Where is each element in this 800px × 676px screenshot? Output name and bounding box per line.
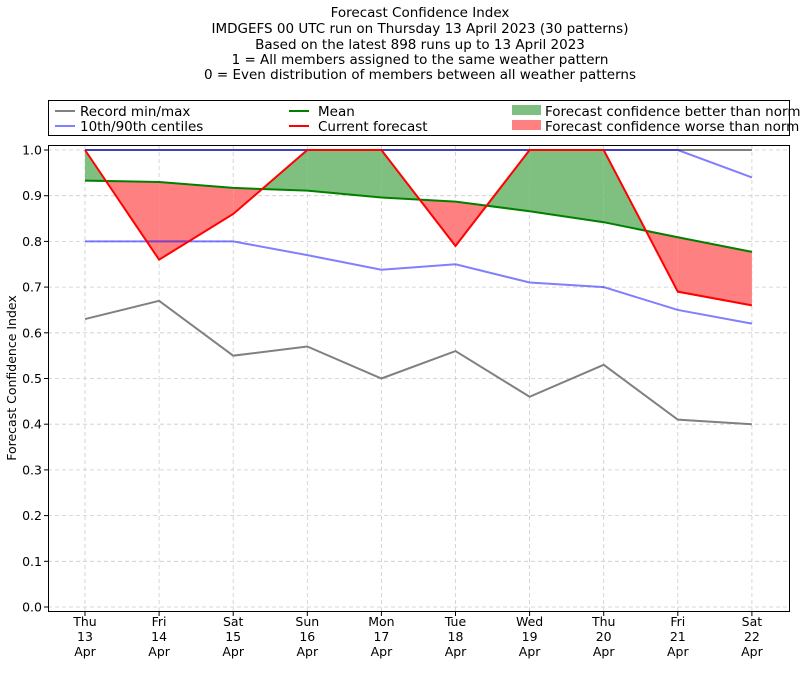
x-tick-label: 15 [225, 629, 241, 644]
y-tick-label: 1.0 [22, 143, 42, 158]
x-tick-label: 18 [448, 629, 464, 644]
record-min-line [84, 299, 752, 426]
chart-subtitle-runs: Based on the latest 898 runs up to 13 Ap… [255, 37, 585, 53]
x-tick-label: Mon [368, 614, 394, 629]
y-axis-label: Forecast Confidence Index [4, 295, 19, 461]
y-tick-label: 0.7 [22, 280, 42, 295]
legend-better-label: Forecast confidence better than normal [545, 104, 800, 120]
y-tick-label: 0.9 [22, 188, 42, 203]
x-tick-label: Sun [295, 614, 319, 629]
x-tick-label: Apr [222, 644, 244, 659]
x-tick-label: Apr [74, 644, 96, 659]
x-tick-label: 17 [373, 629, 389, 644]
x-tick-label: 14 [151, 629, 167, 644]
x-tick-label: Apr [519, 644, 541, 659]
chart-subtitle-zero: 0 = Even distribution of members between… [203, 67, 637, 83]
x-tick-label: 21 [670, 629, 686, 644]
x-tick-label: 19 [522, 629, 538, 644]
better-than-normal-area [307, 150, 382, 198]
chart-subtitle-one: 1 = All members assigned to the same wea… [231, 52, 609, 68]
y-tick-label: 0.1 [22, 554, 42, 569]
p10-line [85, 240, 753, 325]
y-tick-label: 0.3 [22, 462, 42, 477]
x-tick-label: Tue [444, 614, 467, 629]
y-tick-label: 0.0 [22, 600, 42, 615]
legend-worse-label: Forecast confidence worse than normal [545, 119, 800, 135]
x-tick-label: Apr [445, 644, 467, 659]
better-than-normal-area [529, 150, 604, 223]
y-tick-label: 0.4 [22, 417, 42, 432]
x-tick-label: Sat [742, 614, 763, 629]
x-tick-label: Apr [593, 644, 615, 659]
legend-box [48, 100, 790, 136]
x-tick-label: Fri [152, 614, 167, 629]
legend-record-label: Record min/max [80, 104, 190, 120]
current-forecast-line [84, 149, 753, 307]
chart-subtitle-run: IMDGEFS 00 UTC run on Thursday 13 April … [211, 21, 629, 37]
x-tick-label: Thu [72, 614, 96, 629]
legend-current-label: Current forecast [318, 119, 428, 135]
x-tick-label: Sat [223, 614, 244, 629]
x-tick-label: Apr [667, 644, 689, 659]
x-tick-label: Apr [741, 644, 763, 659]
x-tick-label: Apr [371, 644, 393, 659]
plot-frame [48, 145, 790, 612]
legend-centiles-label: 10th/90th centiles [80, 119, 203, 135]
x-tick-label: Wed [516, 614, 543, 629]
worse-than-normal-area [677, 237, 752, 306]
y-tick-label: 0.2 [22, 508, 42, 523]
x-tick-label: 22 [744, 629, 760, 644]
x-tick-label: Fri [670, 614, 685, 629]
chart-title: Forecast Confidence Index [330, 5, 510, 21]
worse-than-normal-area [159, 181, 234, 260]
x-tick-label: 20 [596, 629, 612, 644]
legend-mean-label: Mean [318, 104, 355, 120]
x-tick-label: 16 [299, 629, 315, 644]
y-tick-label: 0.8 [22, 234, 42, 249]
x-tick-label: Apr [296, 644, 318, 659]
legend-better-swatch [512, 105, 541, 115]
x-tick-label: Apr [148, 644, 170, 659]
legend: Record min/max 10th/90th centiles Mean C… [48, 100, 800, 136]
legend-worse-swatch [512, 120, 541, 130]
x-tick-label: 13 [77, 629, 93, 644]
x-tick-label: Thu [591, 614, 615, 629]
p90-line [85, 149, 753, 179]
y-tick-label: 0.6 [22, 325, 42, 340]
y-tick-label: 0.5 [22, 371, 42, 386]
